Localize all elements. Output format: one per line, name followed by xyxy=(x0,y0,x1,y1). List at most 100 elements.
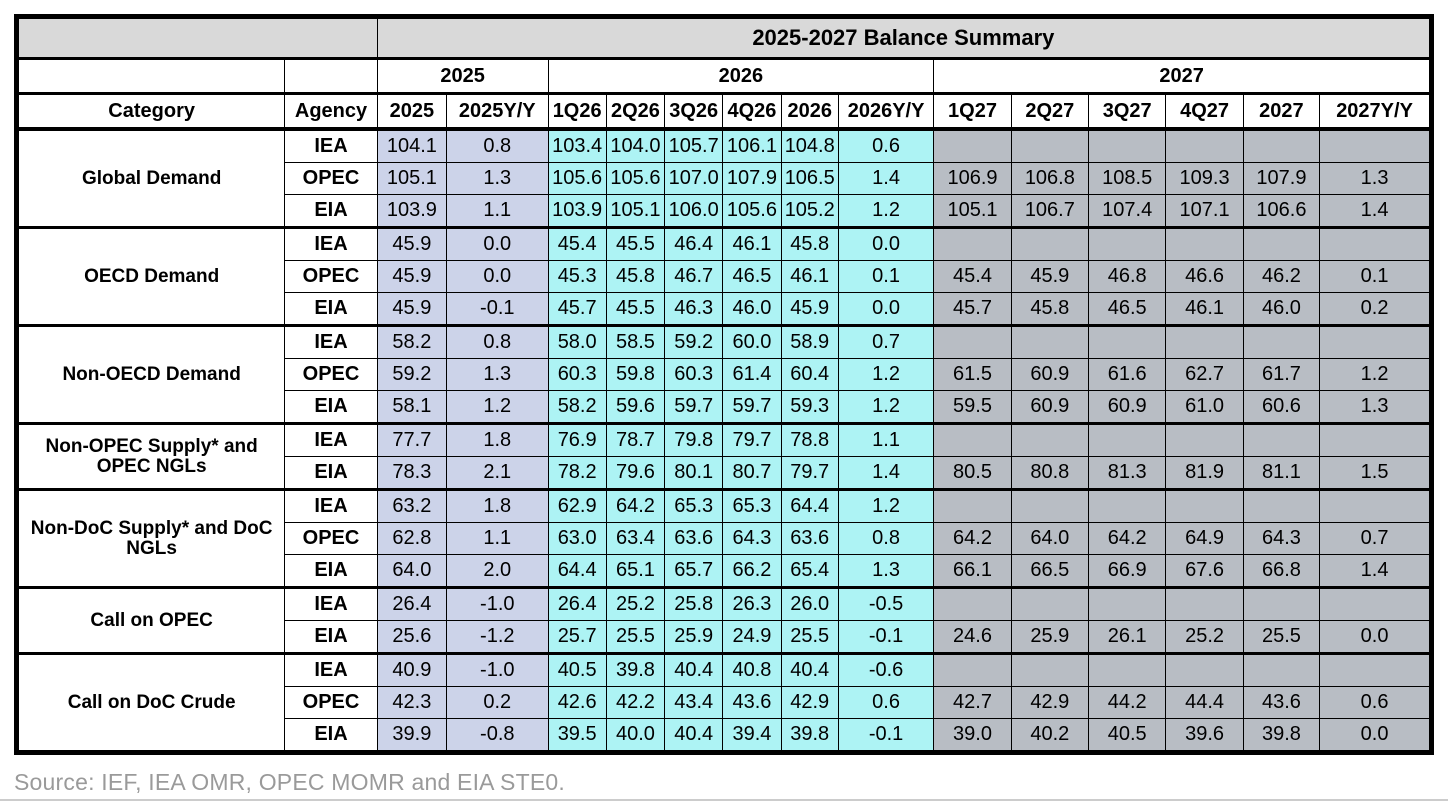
agency-cell: EIA xyxy=(284,194,378,228)
category-cell: Non-DoC Supply* and DoC NGLs xyxy=(15,488,286,588)
value-cell xyxy=(933,652,1012,687)
value-cell: 45.5 xyxy=(605,226,666,261)
value-cell: 26.4 xyxy=(376,586,448,621)
value-cell: 103.4 xyxy=(547,127,607,163)
value-cell: 1.8 xyxy=(446,488,549,523)
value-cell: 65.4 xyxy=(780,554,839,588)
value-cell: 0.0 xyxy=(1319,718,1432,753)
value-cell: 46.1 xyxy=(722,226,782,261)
category-cell: Call on OPEC xyxy=(15,586,286,654)
value-cell: 76.9 xyxy=(547,422,607,457)
column-header: 1Q26 xyxy=(547,93,607,131)
value-cell: 65.3 xyxy=(664,488,724,523)
value-cell: 105.1 xyxy=(605,194,666,228)
value-cell xyxy=(1088,422,1167,457)
value-cell: 40.8 xyxy=(722,652,782,687)
value-cell: 45.3 xyxy=(547,260,607,293)
value-cell: 59.2 xyxy=(376,358,448,391)
value-cell: 45.7 xyxy=(933,292,1012,326)
table-row: EIA 39.9 -0.8 39.5 40.0 40.4 39.4 39.8 -0.1 39.0 4… xyxy=(17,718,1432,753)
value-cell: 58.5 xyxy=(605,324,666,359)
value-cell: 1.2 xyxy=(837,194,935,228)
value-cell: 62.9 xyxy=(547,488,607,523)
value-cell: 58.1 xyxy=(376,390,448,424)
value-cell: 1.2 xyxy=(446,390,549,424)
column-header: 2027 xyxy=(1242,93,1321,131)
year-group-header: 2026 xyxy=(547,58,935,95)
value-cell: 44.2 xyxy=(1088,686,1167,719)
value-cell: 64.4 xyxy=(547,554,607,588)
value-cell: 46.5 xyxy=(722,260,782,293)
value-cell: 45.8 xyxy=(605,260,666,293)
table-row: Non-OECD Demand IEA 58.2 0.8 58.0 58.5 59.2 60.… xyxy=(15,324,1432,424)
value-cell: 1.1 xyxy=(446,194,549,228)
agency-cell: OPEC xyxy=(284,162,378,195)
value-cell: 1.4 xyxy=(1319,554,1432,588)
table-row: Call on OPEC IEA 26.4 -1.0 26.4 25.2 25.8 26.3 2… xyxy=(15,586,1432,654)
value-cell: 42.9 xyxy=(1010,686,1090,719)
value-cell: 26.3 xyxy=(722,586,782,621)
value-cell: 64.0 xyxy=(376,554,448,588)
value-cell: 105.6 xyxy=(547,162,607,195)
value-cell xyxy=(933,422,1012,457)
column-header: 2025Y/Y xyxy=(446,93,549,131)
value-cell: 62.8 xyxy=(376,522,448,555)
value-cell: 0.1 xyxy=(837,260,935,293)
value-cell: 106.1 xyxy=(722,127,782,163)
value-cell: 26.4 xyxy=(547,586,607,621)
value-cell: 59.6 xyxy=(605,390,666,424)
value-cell: 45.7 xyxy=(547,292,607,326)
value-cell xyxy=(1242,586,1321,621)
value-cell: 60.9 xyxy=(1010,358,1090,391)
agency-cell: EIA xyxy=(284,620,378,654)
table-row: EIA 58.1 1.2 58.2 59.6 59.7 59.7 59.3 1.2 59.5 60.… xyxy=(17,390,1432,424)
value-cell: 25.5 xyxy=(1242,620,1321,654)
category-cell: OECD Demand xyxy=(15,226,286,326)
value-cell xyxy=(1242,127,1321,163)
value-cell: 1.1 xyxy=(446,522,549,555)
value-cell: 103.9 xyxy=(547,194,607,228)
value-cell xyxy=(1010,422,1090,457)
column-header: 2Q27 xyxy=(1010,93,1090,131)
value-cell: 104.1 xyxy=(376,127,448,163)
blank-cell xyxy=(284,58,378,95)
value-cell: 59.2 xyxy=(664,324,724,359)
value-cell: 79.7 xyxy=(780,456,839,490)
agency-cell: IEA xyxy=(284,422,378,457)
value-cell: 26.0 xyxy=(780,586,839,621)
value-cell: 0.0 xyxy=(446,260,549,293)
agency-cell: IEA xyxy=(284,488,378,523)
source-note: Source: IEF, IEA OMR, OPEC MOMR and EIA … xyxy=(14,769,565,795)
value-cell xyxy=(1319,127,1432,163)
value-cell xyxy=(1088,127,1167,163)
value-cell: 58.2 xyxy=(547,390,607,424)
value-cell: 25.7 xyxy=(547,620,607,654)
value-cell: 45.5 xyxy=(605,292,666,326)
column-header: 2Q26 xyxy=(605,93,666,131)
value-cell: 63.4 xyxy=(605,522,666,555)
value-cell: -1.0 xyxy=(446,586,549,621)
value-cell: 45.9 xyxy=(1010,260,1090,293)
value-cell: 0.0 xyxy=(1319,620,1432,654)
value-cell: 40.2 xyxy=(1010,718,1090,753)
value-cell: 1.2 xyxy=(1319,358,1432,391)
value-cell: 64.0 xyxy=(1010,522,1090,555)
value-cell: 60.6 xyxy=(1242,390,1321,424)
title-spacer-cell xyxy=(16,16,378,60)
value-cell: 0.0 xyxy=(837,292,935,326)
value-cell: 0.2 xyxy=(1319,292,1432,326)
value-cell xyxy=(1165,422,1244,457)
value-cell: 25.9 xyxy=(1010,620,1090,654)
value-cell: 24.9 xyxy=(722,620,782,654)
value-cell xyxy=(1088,586,1167,621)
value-cell: 65.7 xyxy=(664,554,724,588)
value-cell: 46.2 xyxy=(1242,260,1321,293)
value-cell xyxy=(1010,586,1090,621)
value-cell: 79.6 xyxy=(605,456,666,490)
value-cell: 59.7 xyxy=(722,390,782,424)
value-cell: 0.1 xyxy=(1319,260,1432,293)
value-cell: 63.6 xyxy=(780,522,839,555)
year-header-row: 2025 2026 2027 xyxy=(15,58,1432,95)
value-cell: 107.0 xyxy=(664,162,724,195)
agency-cell: EIA xyxy=(284,292,378,326)
